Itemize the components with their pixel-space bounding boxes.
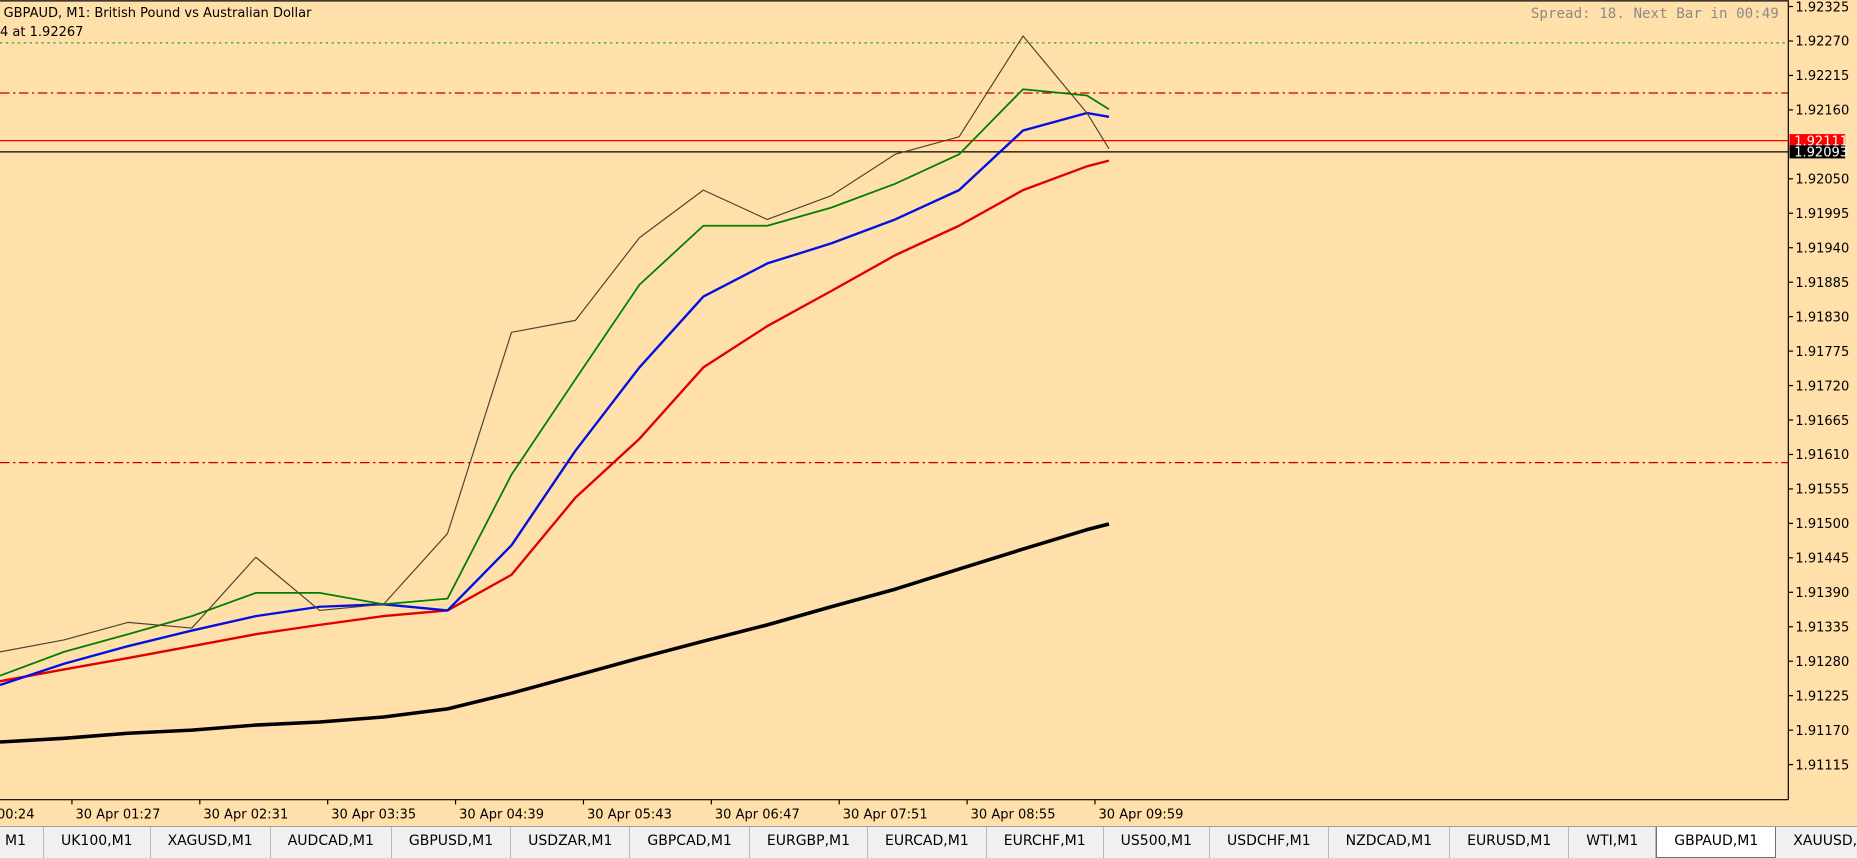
x-tick-label: 30 Apr 00:24 bbox=[0, 808, 34, 823]
symbol-tab[interactable]: AUDCAD,M1 bbox=[271, 827, 392, 858]
y-tick-label: 1.91610 bbox=[1795, 448, 1849, 463]
symbol-tab[interactable]: XAUUSD,M1 bbox=[1776, 827, 1857, 858]
y-tick-label: 1.91830 bbox=[1795, 310, 1849, 325]
y-tick-label: 1.92325 bbox=[1795, 0, 1849, 15]
x-tick-label: 30 Apr 07:51 bbox=[843, 808, 928, 823]
y-tick-label: 1.91720 bbox=[1795, 379, 1849, 394]
y-tick-label: 1.91115 bbox=[1795, 758, 1849, 773]
y-tick-label: 1.91170 bbox=[1795, 724, 1849, 739]
symbol-tab[interactable]: EURUSD,M1 bbox=[1450, 827, 1570, 858]
x-tick-label: 30 Apr 06:47 bbox=[715, 808, 800, 823]
price-level-label: 1.92093 bbox=[1794, 146, 1848, 161]
x-tick-label: 30 Apr 02:31 bbox=[203, 808, 288, 823]
y-tick-label: 1.91995 bbox=[1795, 207, 1849, 222]
symbol-tab[interactable]: US500,M1 bbox=[1104, 827, 1210, 858]
y-tick-label: 1.91940 bbox=[1795, 241, 1849, 256]
x-tick-label: 30 Apr 09:59 bbox=[1099, 808, 1184, 823]
y-tick-label: 1.92270 bbox=[1795, 35, 1849, 50]
x-tick-label: 30 Apr 05:43 bbox=[587, 808, 672, 823]
x-tick-label: 30 Apr 04:39 bbox=[459, 808, 544, 823]
x-tick-label: 30 Apr 08:55 bbox=[971, 808, 1056, 823]
symbol-tab[interactable]: GBPAUD,M1 bbox=[1656, 827, 1777, 858]
y-tick-label: 1.91885 bbox=[1795, 276, 1849, 291]
y-tick-label: 1.92050 bbox=[1795, 173, 1849, 188]
y-tick-label: 1.91775 bbox=[1795, 345, 1849, 360]
y-tick-label: 1.92160 bbox=[1795, 104, 1849, 119]
chart: GBPAUD, M1: British Pound vs Australian … bbox=[0, 0, 1857, 825]
y-tick-label: 1.91280 bbox=[1795, 655, 1849, 670]
y-tick-label: 1.91445 bbox=[1795, 552, 1849, 567]
indicator-line bbox=[0, 159, 1110, 683]
symbol-tab[interactable]: M1 bbox=[0, 827, 44, 858]
x-tick-label: 30 Apr 03:35 bbox=[331, 808, 416, 823]
symbol-tab[interactable]: WTI,M1 bbox=[1569, 827, 1657, 858]
symbol-tab[interactable]: UK100,M1 bbox=[44, 827, 151, 858]
price-level-marker bbox=[1789, 134, 1846, 148]
symbol-tab[interactable]: GBPUSD,M1 bbox=[392, 827, 512, 858]
y-tick-label: 1.91500 bbox=[1795, 517, 1849, 532]
symbol-tab[interactable]: EURGBP,M1 bbox=[750, 827, 869, 858]
indicator-line bbox=[0, 88, 1110, 677]
y-tick-label: 1.91665 bbox=[1795, 414, 1849, 429]
indicator-line bbox=[0, 35, 1110, 653]
symbol-tab[interactable]: USDCHF,M1 bbox=[1210, 827, 1329, 858]
x-tick-label: 30 Apr 01:27 bbox=[75, 808, 160, 823]
y-tick-label: 1.91225 bbox=[1795, 689, 1849, 704]
chart-title: GBPAUD, M1: British Pound vs Australian … bbox=[4, 6, 313, 21]
y-tick-label: 1.91390 bbox=[1795, 586, 1849, 601]
symbol-tabs: M1 UK100,M1 XAGUSD,M1 AUDCAD,M1 GBPUSD,M1 USD… bbox=[0, 826, 1857, 858]
symbol-tab[interactable]: EURCAD,M1 bbox=[868, 827, 987, 858]
indicator-line bbox=[0, 522, 1110, 744]
y-tick-label: 1.92215 bbox=[1795, 69, 1849, 84]
symbol-tab[interactable]: GBPCAD,M1 bbox=[630, 827, 750, 858]
status-text: Spread: 18. Next Bar in 00:49 bbox=[1531, 6, 1779, 22]
chart-background bbox=[0, 0, 1857, 825]
plot-area bbox=[0, 35, 1789, 744]
symbol-tab[interactable]: EURCHF,M1 bbox=[987, 827, 1104, 858]
y-tick-label: 1.91335 bbox=[1795, 621, 1849, 636]
symbol-tab[interactable]: NZDCAD,M1 bbox=[1329, 827, 1451, 858]
indicator-line bbox=[0, 111, 1110, 687]
symbol-tab[interactable]: XAGUSD,M1 bbox=[151, 827, 271, 858]
chart-info: 4 at 1.92267 bbox=[0, 25, 83, 40]
price-level-marker bbox=[1789, 145, 1846, 159]
symbol-tab[interactable]: USDZAR,M1 bbox=[511, 827, 631, 858]
y-tick-label: 1.91555 bbox=[1795, 483, 1849, 498]
